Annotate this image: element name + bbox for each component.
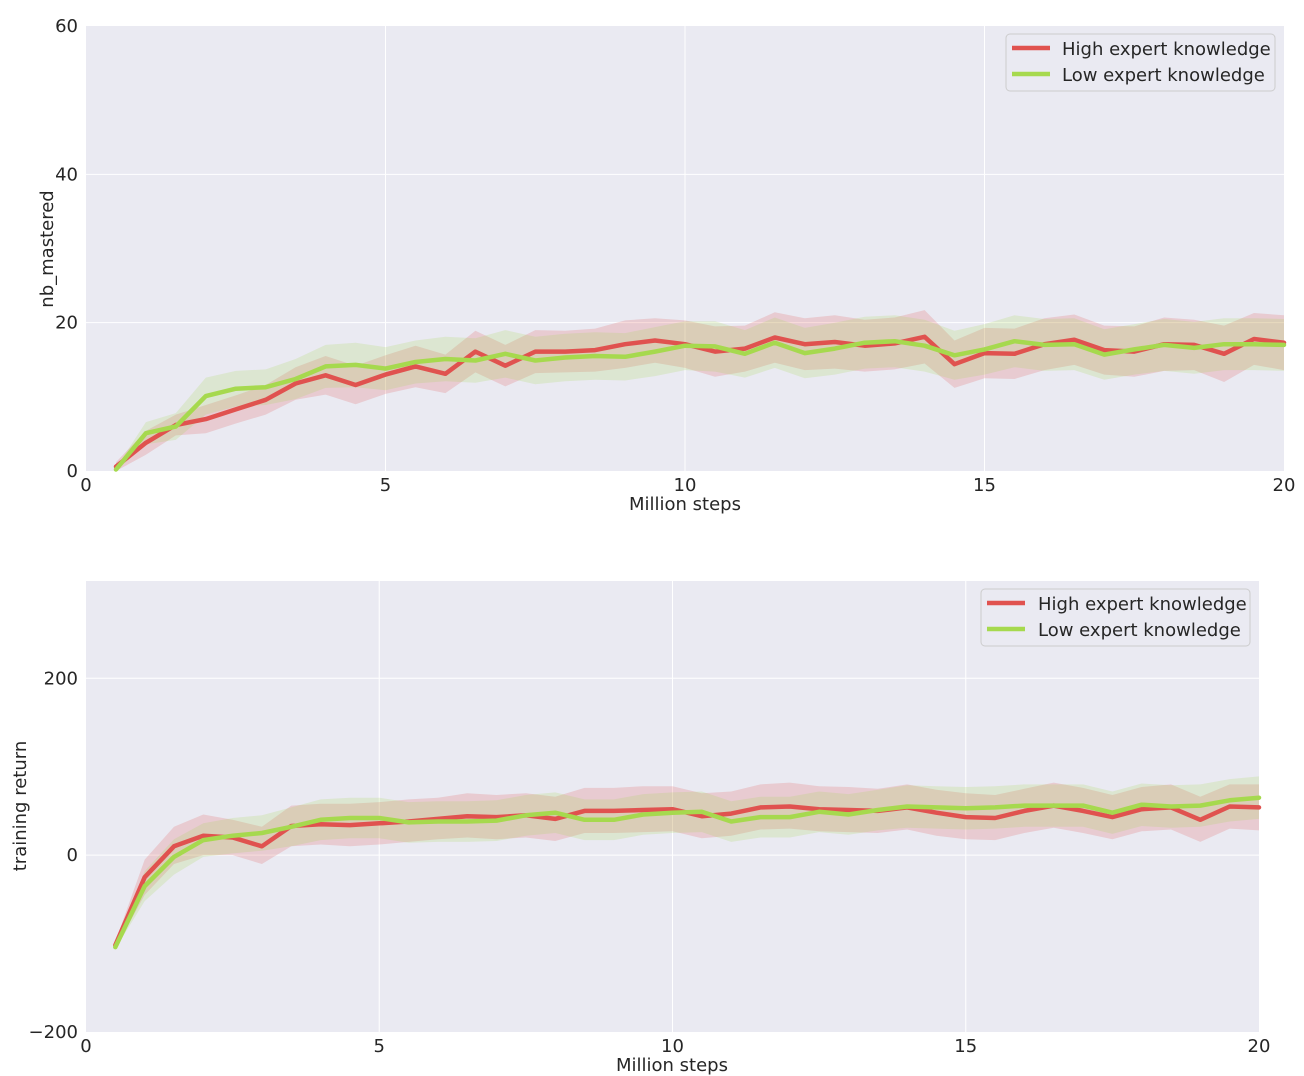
top-x-tick-label: 10 [674,475,697,496]
top-line-low [113,338,1287,472]
bottom-y-tick-label: −200 [29,1022,78,1043]
bottom-x-tick-label: 10 [661,1036,684,1057]
top-legend-box [1005,33,1276,92]
bottom-x-axis-label: Million steps [616,1055,728,1076]
top-y-tick-labels: 0 20 40 60 [55,16,78,482]
top-y-axis-label: nb_mastered [37,190,58,307]
top-grid [86,26,1284,471]
top-x-axis-label: Million steps [629,494,741,515]
bottom-x-tick-labels: 0 5 10 15 20 [80,1036,1270,1057]
top-y-tick-label: 20 [55,313,78,334]
top-x-tick-labels: 0 5 10 15 20 [80,475,1295,496]
top-legend-label-high: High expert knowledge [1062,39,1271,60]
top-lines [113,334,1287,472]
bottom-line-low [113,795,1262,950]
bottom-legend-box [980,588,1251,647]
bottom-y-tick-label: 0 [67,845,78,866]
top-x-tick-label: 0 [80,475,91,496]
top-y-tick-label: 40 [55,164,78,185]
bottom-lines [113,795,1262,950]
bottom-legend-label-high: High expert knowledge [1038,594,1247,615]
top-y-tick-label: 0 [67,461,78,482]
top-legend-label-low: Low expert knowledge [1062,65,1265,86]
bottom-y-axis-label: training return [10,741,31,872]
top-x-tick-label: 15 [973,475,996,496]
bottom-x-tick-label: 20 [1248,1036,1271,1057]
bottom-x-tick-label: 0 [80,1036,91,1057]
top-band-high [116,310,1284,471]
top-x-tick-label: 5 [380,475,391,496]
bottom-x-tick-label: 15 [954,1036,977,1057]
top-y-tick-label: 60 [55,16,78,37]
bottom-legend-label-low: Low expert knowledge [1038,620,1241,641]
top-legend: High expert knowledge Low expert knowled… [1005,33,1276,92]
top-x-tick-label: 20 [1273,475,1296,496]
top-subplot: 0 5 10 15 20 0 20 40 60 Million steps nb_master… [37,16,1295,515]
bottom-y-tick-labels: −200 0 200 [29,668,78,1043]
bottom-x-tick-label: 5 [374,1036,385,1057]
bottom-legend: High expert knowledge Low expert knowled… [980,588,1251,647]
bottom-y-tick-label: 200 [44,668,78,689]
